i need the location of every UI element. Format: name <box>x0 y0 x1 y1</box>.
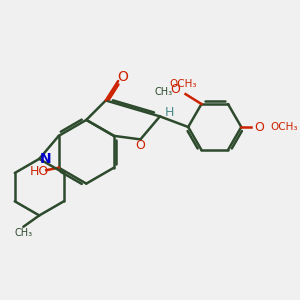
Text: H: H <box>165 106 175 119</box>
Text: CH₃: CH₃ <box>154 87 173 97</box>
Text: CH₃: CH₃ <box>14 228 32 238</box>
Text: HO: HO <box>30 165 49 178</box>
Text: O: O <box>117 70 128 84</box>
Text: O: O <box>254 121 264 134</box>
Text: O: O <box>136 139 146 152</box>
Text: OCH₃: OCH₃ <box>271 122 298 132</box>
Text: OCH₃: OCH₃ <box>169 79 196 89</box>
Text: N: N <box>40 152 52 166</box>
Text: O: O <box>171 83 181 96</box>
